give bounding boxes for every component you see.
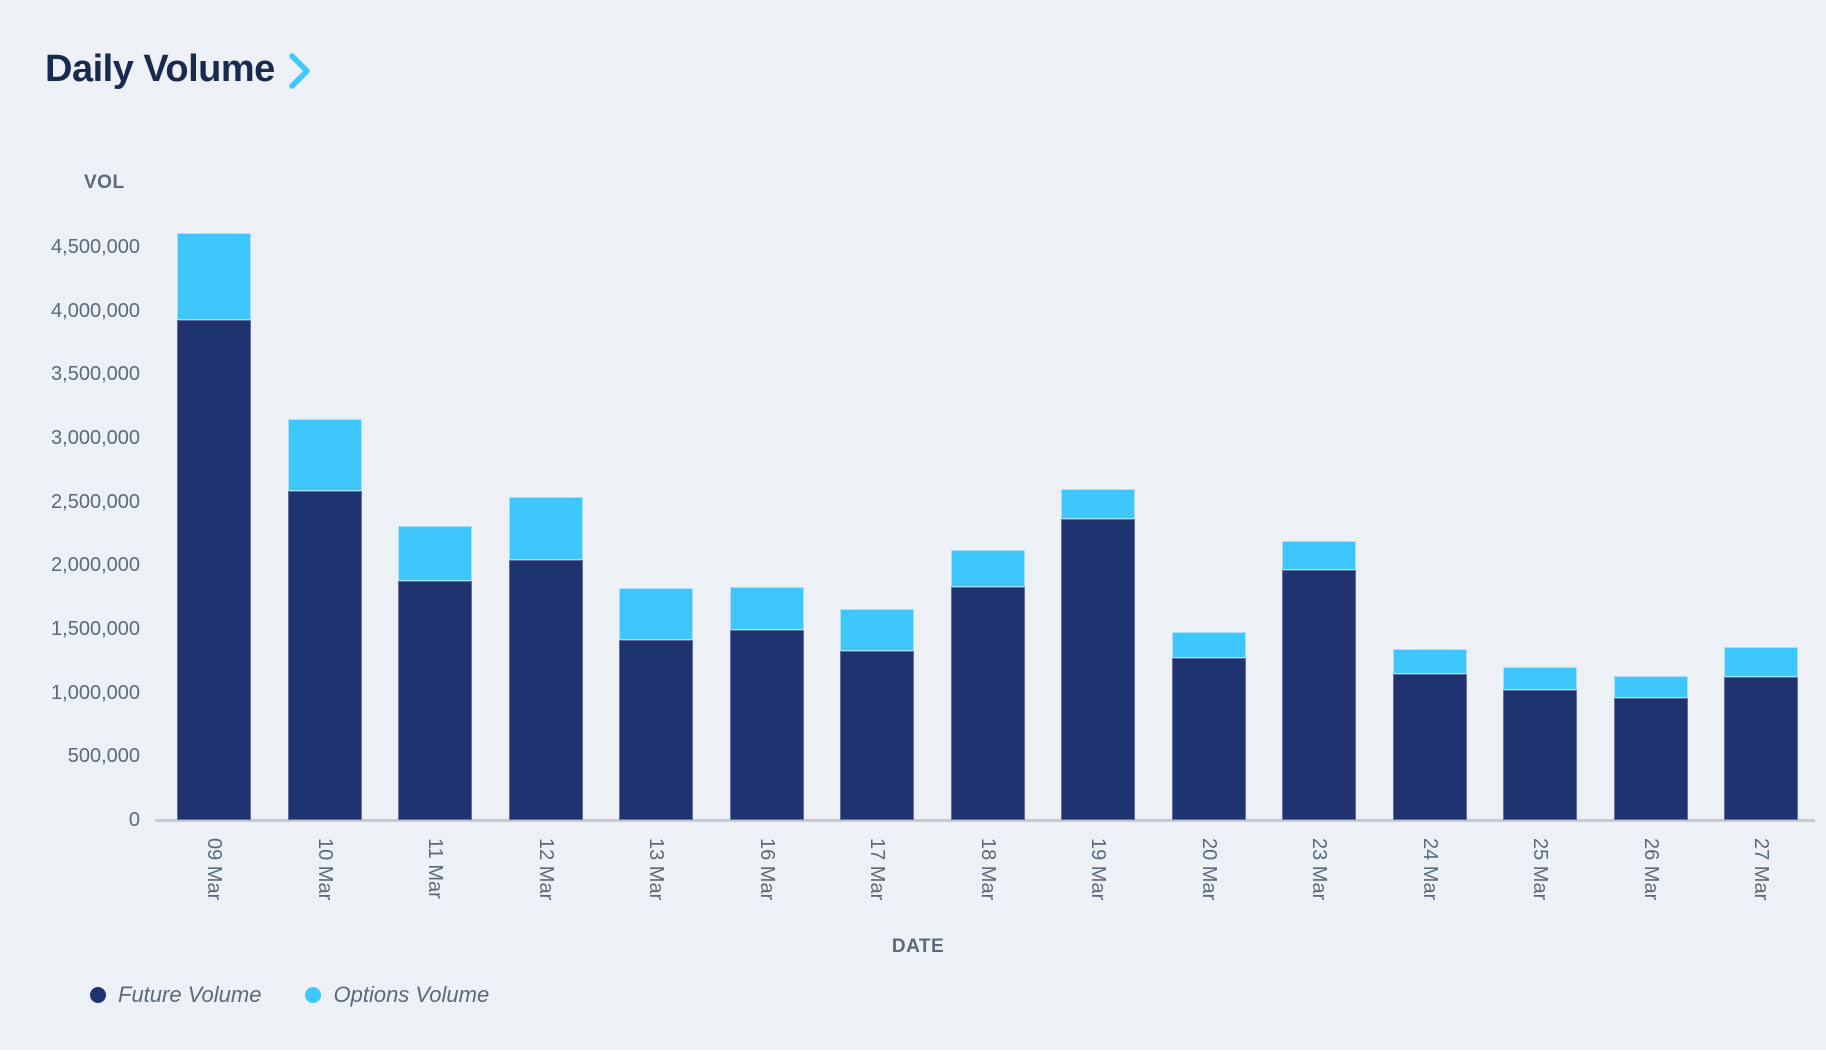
y-tick-label: 2,000,000 (51, 554, 140, 577)
x-axis-title: DATE (891, 936, 945, 957)
bar-12-mar-options-volume[interactable] (508, 496, 583, 561)
bar-10-mar-options-volume[interactable] (287, 418, 362, 492)
y-tick-label: 3,000,000 (51, 427, 140, 449)
bar-23-mar-options-volume[interactable] (1282, 541, 1356, 571)
x-tick-label: 20 Mar (1197, 838, 1220, 901)
bar-17-mar-future-volume[interactable] (840, 650, 914, 820)
options-volume-swatch (305, 987, 322, 1003)
x-tick-label: 17 Mar (866, 838, 888, 901)
bar-19-mar-options-volume[interactable] (1061, 488, 1135, 520)
bar-26-mar-options-volume[interactable] (1613, 676, 1688, 698)
y-tick-label: 0 (128, 809, 140, 831)
legend-item-options-volume[interactable]: Options Volume (305, 982, 489, 1008)
x-tick-label: 24 Mar (1418, 838, 1441, 901)
y-axis-title: VOL (84, 172, 125, 193)
bottom-strip (0, 1050, 1826, 1064)
x-tick-label: 23 Mar (1308, 838, 1330, 901)
future-volume-swatch (90, 987, 106, 1003)
x-axis-line (155, 819, 1815, 822)
bar-11-mar-future-volume[interactable] (398, 580, 472, 820)
bar-11-mar-options-volume[interactable] (398, 525, 472, 581)
bar-13-mar-future-volume[interactable] (619, 640, 693, 820)
legend-label-options-volume: Options Volume (333, 982, 490, 1007)
bar-12-mar-future-volume[interactable] (508, 560, 583, 820)
legend-label-future-volume: Future Volume (118, 982, 262, 1007)
y-tick-label: 1,500,000 (51, 618, 140, 640)
y-tick-label: 3,500,000 (51, 363, 140, 386)
bar-19-mar-future-volume[interactable] (1061, 519, 1135, 820)
bar-10-mar-future-volume[interactable] (287, 491, 362, 820)
bar-18-mar-future-volume[interactable] (950, 586, 1025, 820)
y-tick-label: 2,500,000 (51, 490, 140, 513)
bar-20-mar-future-volume[interactable] (1171, 658, 1246, 820)
bar-24-mar-future-volume[interactable] (1392, 673, 1467, 820)
bar-16-mar-future-volume[interactable] (729, 630, 804, 820)
bar-23-mar-future-volume[interactable] (1282, 570, 1356, 820)
card-title-link[interactable]: Daily Volume (45, 48, 313, 91)
bar-25-mar-options-volume[interactable] (1503, 667, 1577, 691)
legend-item-future-volume[interactable]: Future Volume (90, 982, 261, 1008)
bar-18-mar-options-volume[interactable] (950, 550, 1025, 587)
y-tick-label: 4,500,000 (51, 236, 140, 258)
chevron-right-icon[interactable] (287, 51, 313, 91)
bar-20-mar-options-volume[interactable] (1171, 631, 1246, 659)
bar-09-mar-future-volume[interactable] (177, 319, 251, 820)
bar-27-mar-future-volume[interactable] (1724, 677, 1798, 820)
bar-27-mar-options-volume[interactable] (1724, 646, 1798, 678)
bar-09-mar-options-volume[interactable] (177, 232, 251, 320)
bar-24-mar-options-volume[interactable] (1392, 649, 1467, 674)
bar-26-mar-future-volume[interactable] (1613, 697, 1688, 820)
x-tick-label: 27 Mar (1750, 838, 1772, 901)
x-tick-label: 11 Mar (424, 838, 446, 899)
page-title: Daily Volume (45, 48, 275, 90)
x-tick-label: 16 Mar (755, 838, 778, 901)
y-tick-label: 500,000 (67, 745, 140, 768)
x-tick-label: 12 Mar (534, 838, 557, 901)
x-tick-label: 10 Mar (313, 838, 336, 901)
x-tick-label: 25 Mar (1529, 838, 1551, 901)
x-tick-label: 26 Mar (1639, 838, 1662, 901)
bar-16-mar-options-volume[interactable] (729, 586, 804, 631)
bar-13-mar-options-volume[interactable] (619, 588, 693, 641)
x-tick-label: 19 Mar (1087, 838, 1109, 901)
x-tick-label: 18 Mar (976, 838, 999, 901)
bar-17-mar-options-volume[interactable] (840, 608, 914, 651)
bar-25-mar-future-volume[interactable] (1503, 690, 1577, 820)
x-tick-label: 09 Mar (203, 838, 225, 901)
y-tick-label: 1,000,000 (51, 681, 140, 704)
y-tick-label: 4,000,000 (51, 299, 140, 322)
x-tick-label: 13 Mar (645, 838, 667, 901)
legend: Future Volume Options Volume (90, 982, 489, 1008)
